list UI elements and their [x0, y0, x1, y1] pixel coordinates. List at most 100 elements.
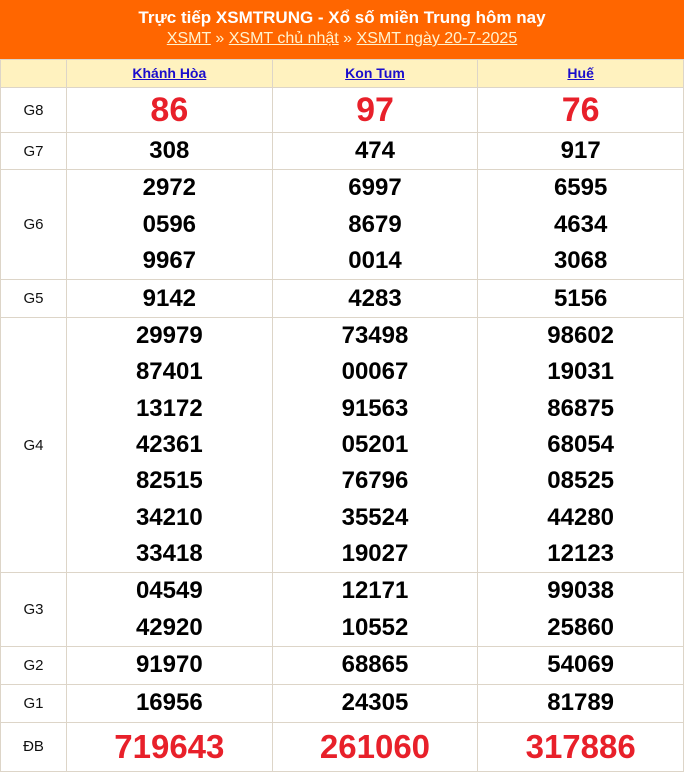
result-cell: 6997 8679 0014	[271, 169, 479, 281]
page-title: Trực tiếp XSMTRUNG - Xổ số miền Trung hô…	[138, 8, 546, 27]
prize-row-g4: G4 29979 87401 13172 42361 82515 34210 33418 734…	[0, 317, 684, 574]
breadcrumb-xsmt-sunday[interactable]: XSMT chủ nhật	[228, 30, 339, 47]
result-number: 308	[149, 137, 190, 164]
result-number: 474	[354, 137, 395, 164]
result-number: 81789	[547, 688, 615, 716]
result-number: 97	[356, 91, 394, 129]
result-number: 54069	[547, 651, 615, 679]
result-cell: 917	[477, 131, 684, 171]
result-number: 13172	[135, 394, 203, 422]
result-number: 73498	[341, 322, 409, 350]
result-number: 82515	[135, 467, 203, 495]
prize-label: G6	[0, 169, 67, 281]
result-number: 00067	[341, 358, 409, 386]
prize-label: G8	[0, 87, 67, 133]
result-number: 98602	[547, 322, 615, 350]
result-number: 76	[561, 91, 600, 129]
result-cell: 73498 00067 91563 05201 76796 35524 19027	[271, 317, 479, 574]
breadcrumb: XSMT » XSMT chủ nhật » XSMT ngày 20-7-20…	[0, 29, 684, 49]
result-number: 719643	[114, 727, 225, 765]
result-number: 12123	[547, 539, 615, 567]
result-cell: 317886	[477, 721, 684, 772]
result-cell: 6595 4634 3068	[477, 169, 684, 281]
prize-label: ĐB	[0, 721, 67, 772]
result-cell: 99038 25860	[477, 572, 684, 648]
prize-row-g3: G3 04549 42920 12171 10552 99038 25860	[0, 572, 684, 648]
result-number: 4634	[553, 210, 608, 238]
result-number: 87401	[135, 358, 203, 386]
result-number: 86	[150, 91, 189, 129]
breadcrumb-xsmt[interactable]: XSMT	[166, 30, 211, 47]
prize-row-g5: G5 9142 4283 5156	[0, 279, 684, 319]
prize-label: G2	[0, 646, 67, 685]
result-number: 6595	[553, 174, 608, 202]
result-number: 5156	[553, 284, 608, 312]
province-link-kon-tum[interactable]: Kon Tum	[345, 64, 405, 81]
result-number: 86875	[547, 394, 615, 422]
result-number: 08525	[547, 467, 615, 495]
result-number: 2972	[142, 174, 197, 202]
result-cell: 9142	[66, 279, 273, 319]
province-header: Kon Tum	[271, 59, 479, 88]
result-cell: 16956	[66, 683, 273, 723]
result-number: 261060	[319, 727, 431, 765]
prize-row-g6: G6 2972 0596 9967 6997 8679 0014 6595 4634 3068	[0, 169, 684, 281]
result-cell: 308	[66, 131, 273, 171]
results-table: Khánh Hòa Kon Tum Huế G8 86 97 76 G7 308 474 91…	[0, 59, 684, 772]
result-number: 42920	[135, 613, 203, 641]
result-number: 16956	[135, 688, 203, 716]
result-cell: 86	[66, 87, 273, 133]
breadcrumb-xsmt-date[interactable]: XSMT ngày 20-7-2025	[356, 30, 518, 47]
result-number: 12171	[341, 577, 409, 605]
province-link-khanh-hoa[interactable]: Khánh Hòa	[132, 64, 207, 81]
result-number: 0596	[142, 210, 197, 238]
result-number: 9142	[142, 284, 197, 312]
prize-row-g8: G8 86 97 76	[0, 87, 684, 133]
result-cell: 261060	[271, 721, 479, 772]
result-number: 6997	[348, 174, 402, 202]
province-header: Huế	[477, 59, 684, 88]
result-number: 44280	[547, 503, 615, 531]
result-number: 76796	[341, 467, 409, 495]
result-number: 10552	[341, 613, 409, 641]
result-cell: 474	[271, 131, 479, 171]
result-cell: 68865	[271, 646, 479, 685]
result-cell: 04549 42920	[66, 572, 273, 648]
empty-header-cell	[0, 59, 67, 88]
prize-label: G7	[0, 131, 67, 171]
result-cell: 54069	[477, 646, 684, 685]
prize-row-g2: G2 91970 68865 54069	[0, 646, 684, 685]
prize-row-đb: ĐB 719643 261060 317886	[0, 721, 684, 772]
result-number: 9967	[142, 246, 197, 274]
prize-label: G5	[0, 279, 67, 319]
result-number: 917	[560, 137, 601, 164]
prize-row-g7: G7 308 474 917	[0, 131, 684, 171]
result-cell: 24305	[271, 683, 479, 723]
result-number: 04549	[135, 577, 203, 605]
result-number: 8679	[348, 210, 402, 238]
province-header: Khánh Hòa	[66, 59, 273, 88]
result-number: 25860	[547, 613, 615, 641]
page-header: Trực tiếp XSMTRUNG - Xổ số miền Trung hô…	[0, 0, 684, 59]
result-number: 4283	[348, 284, 402, 312]
result-cell: 4283	[271, 279, 479, 319]
result-number: 34210	[135, 503, 203, 531]
province-header-row: Khánh Hòa Kon Tum Huế	[0, 59, 684, 88]
result-cell: 2972 0596 9967	[66, 169, 273, 281]
prize-row-g1: G1 16956 24305 81789	[0, 683, 684, 723]
result-cell: 12171 10552	[271, 572, 479, 648]
result-cell: 98602 19031 86875 68054 08525 44280 12123	[477, 317, 684, 574]
breadcrumb-separator: »	[343, 30, 353, 47]
prize-label: G3	[0, 572, 67, 648]
result-number: 0014	[348, 246, 402, 274]
province-link-hue[interactable]: Huế	[567, 64, 594, 81]
result-number: 91970	[135, 651, 203, 679]
result-number: 91563	[341, 394, 409, 422]
result-number: 68054	[547, 431, 615, 459]
result-number: 24305	[341, 688, 409, 716]
breadcrumb-separator: »	[215, 30, 225, 47]
result-cell: 5156	[477, 279, 684, 319]
result-number: 05201	[341, 431, 409, 459]
result-cell: 29979 87401 13172 42361 82515 34210 33418	[66, 317, 273, 574]
result-number: 19031	[547, 358, 615, 386]
